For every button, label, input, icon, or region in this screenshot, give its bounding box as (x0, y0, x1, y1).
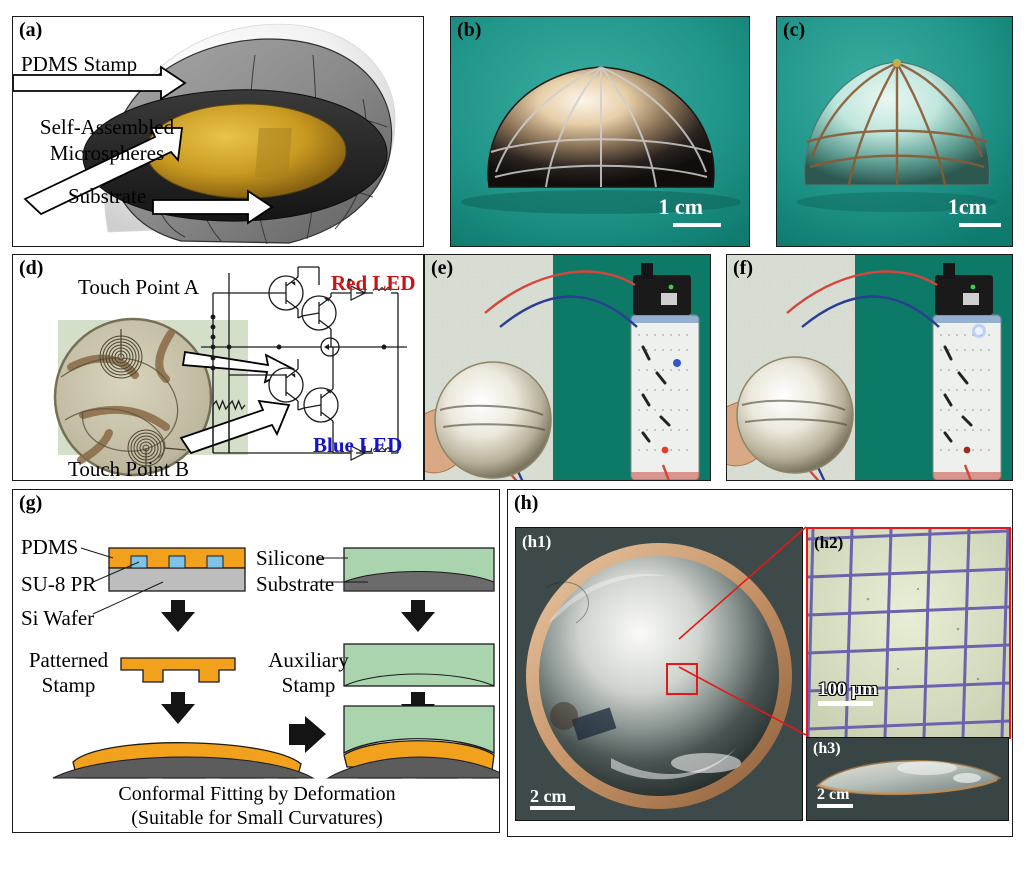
svg-text:1cm: 1cm (948, 194, 987, 219)
svg-text:1 cm: 1 cm (658, 194, 703, 219)
